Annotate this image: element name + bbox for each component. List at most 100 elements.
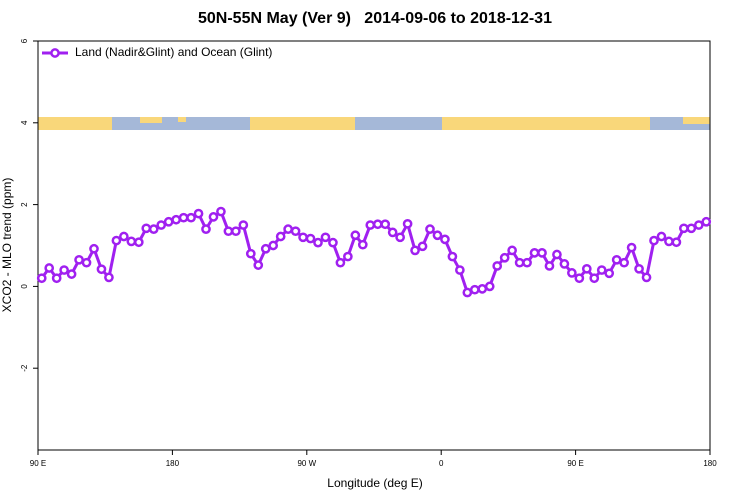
- x-tick-label: 0: [439, 459, 444, 468]
- data-point: [201, 224, 211, 234]
- data-point: [148, 224, 159, 234]
- data-point: [499, 252, 510, 263]
- plot-frame: [37, 40, 711, 451]
- data-point: [447, 251, 458, 262]
- data-point: [440, 234, 450, 245]
- data-point: [686, 223, 697, 234]
- data-point: [552, 249, 562, 260]
- data-point: [380, 219, 391, 230]
- data-point: [559, 259, 570, 269]
- data-point: [417, 241, 428, 252]
- data-point: [455, 265, 465, 275]
- data-point: [507, 245, 517, 256]
- y-tick-label: 0: [20, 284, 29, 289]
- data-point: [44, 263, 55, 273]
- data-point: [223, 226, 234, 237]
- data-point: [245, 248, 256, 259]
- data-point: [574, 273, 585, 284]
- data-point: [305, 233, 316, 244]
- data-point: [641, 272, 652, 283]
- legend-label: Land (Nadir&Glint) and Ocean (Glint): [75, 45, 272, 59]
- data-point: [679, 223, 689, 234]
- data-point: [141, 223, 152, 234]
- data-point: [589, 273, 600, 284]
- data-point: [335, 257, 346, 268]
- data-point: [186, 212, 196, 223]
- data-point: [171, 214, 181, 225]
- data-point: [275, 231, 286, 242]
- data-point: [238, 220, 249, 230]
- data-point: [387, 227, 398, 238]
- land-ocean-strip: [38, 117, 710, 130]
- land-band: [178, 117, 186, 122]
- data-point: [51, 273, 62, 284]
- land-band: [683, 117, 710, 124]
- data-point: [484, 281, 495, 292]
- land-band: [38, 117, 112, 130]
- data-point: [596, 265, 607, 275]
- data-point: [626, 242, 637, 253]
- data-point: [126, 236, 137, 247]
- data-point: [36, 273, 47, 284]
- data-point: [492, 261, 503, 271]
- data-point: [365, 220, 376, 230]
- data-point: [604, 268, 615, 279]
- data-point: [343, 251, 353, 262]
- chart-title: 50N-55N May (Ver 9) 2014-09-06 to 2018-1…: [198, 10, 552, 27]
- data-point: [163, 216, 174, 227]
- data-point: [581, 263, 592, 274]
- x-tick-label: 90 E: [567, 459, 583, 468]
- y-tick-label: 6: [20, 38, 29, 43]
- data-point: [372, 219, 383, 230]
- data-point: [104, 272, 114, 283]
- data-point: [81, 257, 92, 268]
- data-point: [133, 237, 144, 248]
- data-point: [298, 232, 308, 243]
- data-point: [664, 236, 674, 247]
- data-point: [522, 257, 532, 268]
- data-point: [216, 206, 226, 217]
- data-point: [357, 239, 368, 250]
- x-tick-label: 90 E: [30, 459, 46, 468]
- data-point: [402, 218, 413, 229]
- legend-marker: [50, 48, 60, 58]
- data-point: [693, 220, 704, 230]
- data-point: [253, 260, 264, 270]
- data-point: [477, 284, 488, 294]
- data-point: [178, 212, 189, 223]
- data-point: [74, 254, 84, 265]
- x-tick-label: 90 W: [297, 459, 316, 468]
- data-point: [656, 231, 667, 242]
- data-point: [395, 232, 405, 243]
- data-point: [328, 237, 338, 248]
- data-point: [156, 220, 167, 230]
- data-point: [66, 269, 77, 279]
- data-point: [537, 248, 547, 258]
- data-point: [208, 212, 219, 222]
- data-point: [290, 226, 301, 237]
- data-point: [619, 257, 629, 268]
- data-point: [111, 235, 122, 246]
- x-tick-label: 180: [703, 459, 717, 468]
- data-point: [410, 245, 420, 256]
- data-point: [567, 268, 577, 278]
- data-point: [268, 240, 279, 251]
- data-point: [320, 232, 331, 243]
- data-point: [313, 237, 323, 248]
- y-tick-label: 2: [20, 202, 29, 207]
- data-point: [611, 254, 622, 265]
- data-point: [634, 263, 644, 274]
- data-point: [544, 261, 555, 271]
- x-axis-label: Longitude (deg E): [327, 476, 422, 490]
- data-point: [514, 257, 525, 268]
- land-band: [140, 117, 162, 123]
- data-point: [119, 231, 129, 242]
- data-point: [350, 230, 361, 241]
- data-point: [529, 248, 540, 258]
- data-point: [193, 208, 204, 219]
- data-point: [462, 287, 473, 298]
- data-point: [89, 243, 99, 254]
- data-point: [425, 224, 435, 234]
- data-point: [260, 243, 271, 254]
